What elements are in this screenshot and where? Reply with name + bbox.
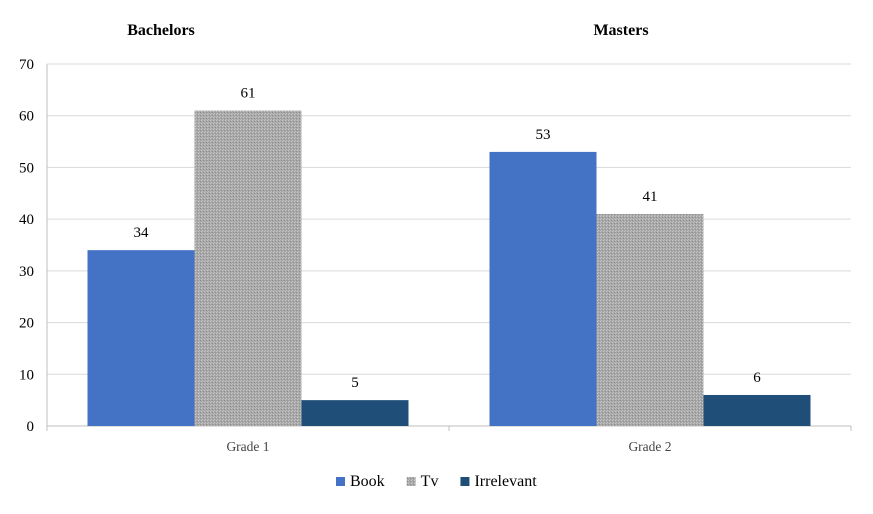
y-tick-label: 30 [19, 264, 34, 280]
group-title: Bachelors [127, 22, 195, 39]
group-titles: Bachelors Masters [127, 22, 648, 39]
y-tick-label: 40 [19, 212, 34, 228]
data-label: 41 [643, 189, 658, 205]
legend-label-book: Book [350, 473, 385, 490]
data-label: 53 [536, 127, 551, 143]
bar-tv [596, 213, 704, 426]
x-tick-label: Grade 1 [226, 439, 269, 454]
bar-tv [194, 110, 302, 427]
data-labels: 34 61 5 53 41 6 [134, 86, 762, 392]
data-label: 61 [241, 86, 256, 102]
legend-swatch-tv [406, 477, 416, 486]
y-tick-label: 50 [19, 160, 34, 176]
bar-book [489, 151, 597, 426]
x-tick-label: Grade 2 [628, 439, 671, 454]
y-tick-label: 20 [19, 316, 34, 332]
bar-irrelevant [703, 394, 811, 426]
legend-swatch-irrelevant [460, 477, 470, 486]
bar-irrelevant [301, 400, 409, 426]
legend: Book Tv Irrelevant [336, 473, 537, 490]
bar-book [87, 250, 195, 426]
legend-label-irrelevant: Irrelevant [474, 473, 537, 490]
legend-label-tv: Tv [421, 473, 439, 490]
data-label: 5 [351, 375, 359, 391]
bars [87, 110, 811, 427]
data-label: 6 [753, 370, 761, 386]
y-tick-label: 60 [19, 109, 34, 125]
y-tick-label: 0 [27, 419, 35, 435]
group-title: Masters [593, 22, 648, 39]
legend-swatch-book [336, 477, 345, 486]
y-tick-label: 10 [19, 367, 34, 383]
y-tick-label: 70 [19, 57, 34, 73]
data-label: 34 [134, 225, 150, 241]
